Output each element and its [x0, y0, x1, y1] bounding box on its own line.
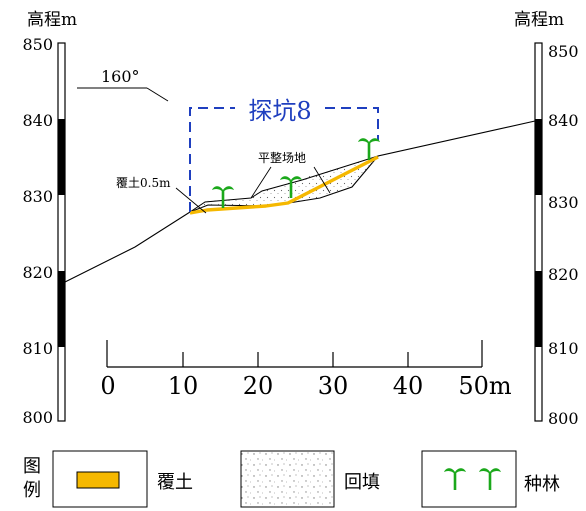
terrain-profile-line [64, 120, 536, 283]
cover-soil-annotation: 覆土0.5m [116, 176, 171, 190]
scale-tick-20: 20 [243, 372, 274, 400]
scale-tick-0: 0 [100, 372, 115, 400]
right-elevation-column [534, 42, 543, 422]
right-column-band-840-830 [535, 119, 542, 195]
left-elevation-column [57, 42, 66, 422]
left-tick-840: 840 [22, 111, 53, 130]
cover-soil-layer [189, 155, 379, 215]
pit-label: 探坑8 [248, 97, 311, 125]
left-column-band-840-830 [58, 119, 65, 195]
legend-box-seedling [421, 450, 517, 508]
left-tick-800: 800 [22, 408, 53, 427]
right-tick-820: 820 [548, 265, 579, 284]
pit-outline-right [325, 107, 379, 140]
right-tick-840: 840 [548, 111, 579, 130]
cover-soil-swatch [76, 471, 120, 489]
left-tick-820: 820 [22, 263, 53, 282]
pit-outline-left [189, 107, 235, 212]
right-tick-800: 800 [548, 409, 579, 428]
leveled-ground-leader-right [313, 166, 331, 194]
left-tick-810: 810 [22, 339, 53, 358]
right-tick-850: 850 [548, 42, 579, 61]
scale-tick-10: 10 [168, 372, 199, 400]
left-axis-title: 高程m [27, 10, 77, 30]
left-tick-850: 850 [22, 35, 53, 54]
right-column-band-820-810 [535, 271, 542, 347]
legend-title-char-2: 例 [23, 480, 41, 501]
left-column-band-820-810 [58, 271, 65, 347]
legend-title-char-1: 图 [23, 456, 41, 477]
cover-soil-leader [175, 187, 207, 214]
bearing-arrow [146, 87, 169, 102]
right-tick-830: 830 [548, 193, 579, 212]
scale-tick-30: 30 [318, 372, 349, 400]
leveled-ground-annotation: 平整场地 [258, 150, 306, 165]
backfill-zone [190, 156, 378, 212]
legend-label-backfill: 回填 [344, 472, 380, 493]
right-axis-title: 高程m [514, 10, 564, 30]
backfill-swatch [240, 450, 335, 508]
scale-tick-50: 50m [458, 372, 512, 400]
leveled-ground-leader-left [250, 166, 272, 199]
legend-label-cover-soil: 覆土 [157, 472, 193, 493]
left-tick-830: 830 [22, 187, 53, 206]
leveled-surface-line [189, 155, 379, 213]
right-tick-810: 810 [548, 339, 579, 358]
scale-tick-40: 40 [393, 372, 424, 400]
scale-bar [106, 340, 483, 368]
legend-label-seedling: 种林 [524, 474, 560, 495]
bearing-label: 160° [101, 67, 140, 86]
